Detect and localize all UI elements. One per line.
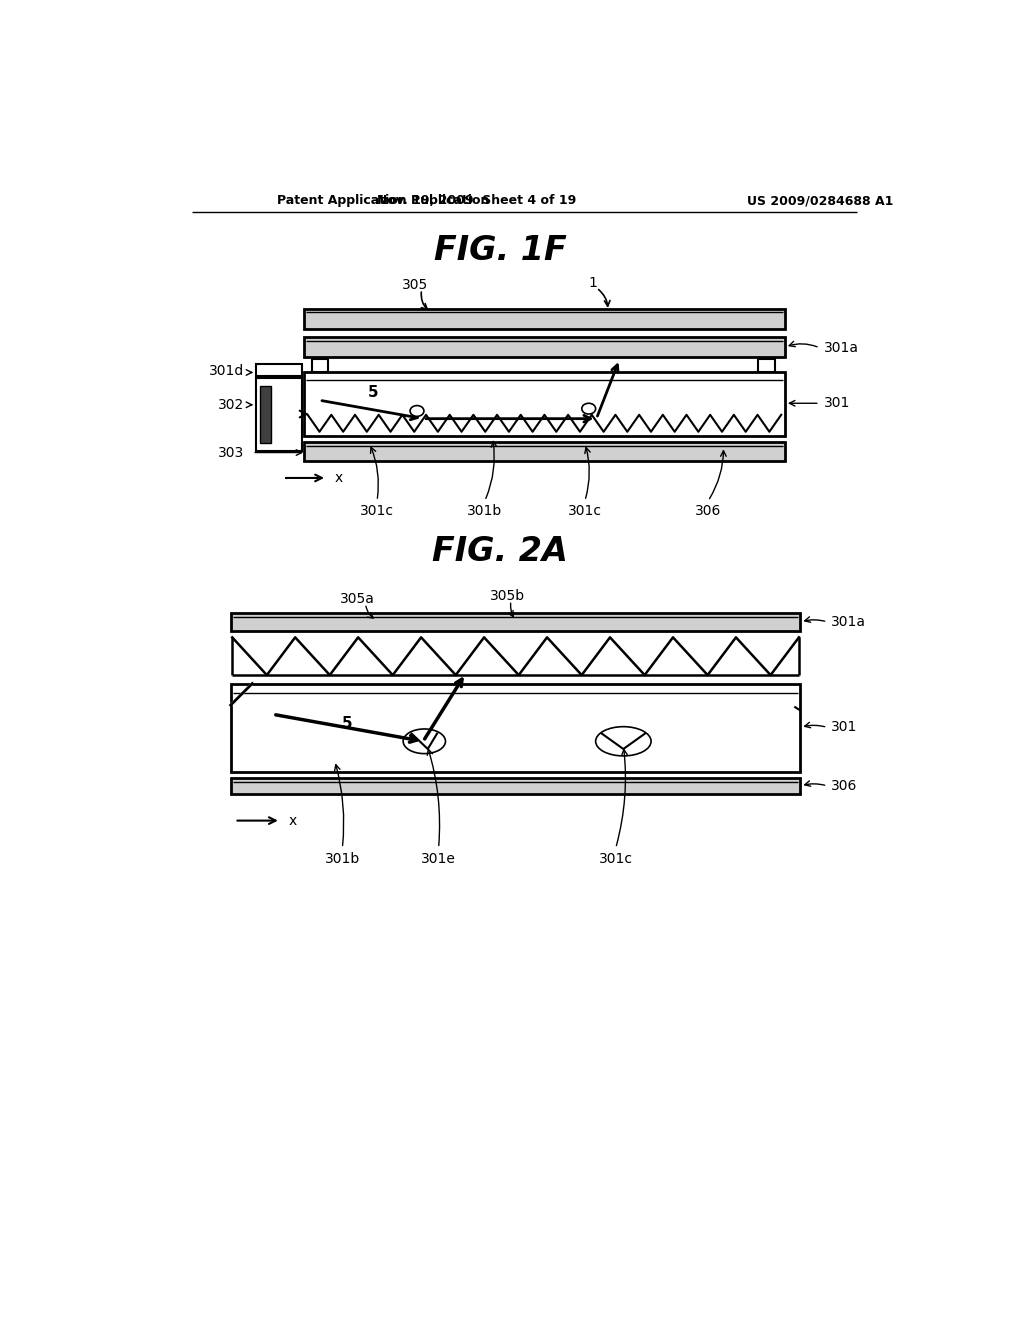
Text: 301c: 301c: [360, 504, 394, 517]
Text: x: x: [335, 471, 343, 484]
Text: FIG. 2A: FIG. 2A: [432, 535, 568, 568]
Bar: [311, 359, 329, 372]
Ellipse shape: [582, 404, 596, 414]
Bar: [260, 385, 270, 444]
Text: 301c: 301c: [599, 853, 633, 866]
Text: 301a: 301a: [823, 341, 858, 355]
Text: 301c: 301c: [568, 504, 602, 517]
Bar: [256, 364, 301, 376]
Bar: [304, 337, 785, 358]
Text: 305a: 305a: [340, 591, 375, 606]
Text: 5: 5: [368, 385, 379, 400]
Bar: [758, 359, 775, 372]
Ellipse shape: [410, 405, 424, 416]
Text: US 2009/0284688 A1: US 2009/0284688 A1: [746, 194, 893, 207]
Text: 301e: 301e: [421, 853, 456, 866]
Text: 301b: 301b: [467, 504, 503, 517]
Bar: [304, 442, 785, 461]
Text: 306: 306: [831, 779, 858, 793]
Bar: [230, 684, 801, 772]
Text: FIG. 1F: FIG. 1F: [434, 235, 566, 268]
Text: 303: 303: [218, 446, 245, 459]
Text: 1: 1: [588, 276, 597, 290]
Bar: [304, 372, 785, 436]
Text: 301b: 301b: [325, 853, 359, 866]
Text: Patent Application Publication: Patent Application Publication: [276, 194, 489, 207]
Text: 306: 306: [695, 504, 721, 517]
Text: 301: 301: [831, 721, 858, 734]
Text: x: x: [289, 813, 297, 828]
Bar: [230, 612, 801, 631]
Text: 301a: 301a: [831, 615, 866, 628]
Text: 305: 305: [402, 279, 429, 293]
Text: 305b: 305b: [490, 589, 525, 603]
Bar: [256, 378, 301, 451]
Text: 301d: 301d: [209, 364, 245, 378]
Bar: [304, 309, 785, 330]
Text: Nov. 19, 2009  Sheet 4 of 19: Nov. 19, 2009 Sheet 4 of 19: [378, 194, 577, 207]
Text: 301: 301: [823, 396, 850, 411]
Text: 302: 302: [218, 397, 245, 412]
Text: 5: 5: [342, 715, 353, 731]
Bar: [230, 779, 801, 793]
